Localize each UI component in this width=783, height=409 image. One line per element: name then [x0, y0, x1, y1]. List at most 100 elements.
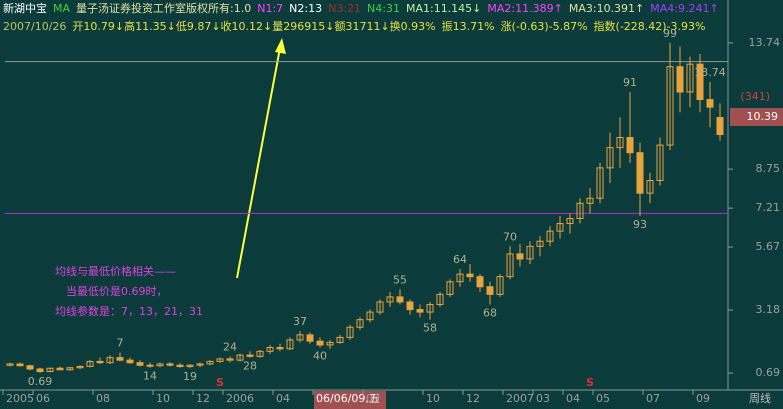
annotation: 93: [633, 218, 647, 231]
candle-body: [636, 152, 644, 194]
candle-body: [126, 359, 134, 364]
period-label: 周线: [749, 391, 771, 405]
annotation: 7: [117, 337, 124, 350]
candle-body: [586, 197, 594, 204]
annotation: 14: [143, 370, 157, 383]
candle-body: [266, 346, 274, 352]
candle-body: [626, 137, 634, 154]
x-tick-label: 03: [536, 392, 550, 405]
candle-body: [346, 326, 354, 338]
annotation: 99: [663, 27, 677, 40]
annotation: 91: [623, 76, 637, 89]
candle-body: [466, 273, 474, 278]
candle-body: [616, 137, 624, 149]
candle-body: [236, 354, 244, 361]
header-text: 量子汤证券投资工作室版权所有:1.0: [76, 1, 251, 15]
candle-body: [516, 253, 524, 260]
annotation: 24: [223, 340, 237, 353]
candle-body: [486, 286, 494, 295]
candle-body: [566, 217, 574, 225]
y-tick-label: 0.69: [756, 366, 781, 379]
candle-body: [556, 223, 564, 232]
note: 当最低价是0.69时，: [66, 284, 168, 298]
candle-body: [66, 367, 74, 371]
count-marker: (341): [740, 90, 770, 103]
header-text: MA4:9.241↑: [650, 2, 718, 15]
annotation: 13.74: [694, 66, 726, 79]
candle-body: [106, 357, 114, 364]
candle-body: [536, 240, 544, 247]
y-tick-label: 5.67: [756, 240, 781, 253]
candle-body: [596, 167, 604, 199]
candle-body: [36, 368, 44, 373]
candle-body: [676, 66, 684, 93]
candle-body: [426, 303, 434, 313]
candle-body: [136, 362, 144, 366]
x-tick-label: 2007: [506, 392, 534, 405]
header-text: MA2:11.389↑: [487, 2, 562, 15]
x-tick-label: 12: [196, 392, 210, 405]
candle-body: [696, 63, 704, 101]
annotation: 40: [313, 349, 327, 362]
header-text: 振13.71%: [442, 19, 495, 33]
candle-body: [316, 340, 324, 346]
y-tick-label: 13.74: [749, 36, 781, 49]
header-text: MA3:10.391↑: [569, 2, 644, 15]
annotation: 68: [483, 306, 497, 319]
arrow: [236, 47, 281, 279]
header-text: 涨(-0.63)-5.87%: [501, 20, 588, 33]
candle-body: [176, 364, 184, 367]
annotation: 0.69: [28, 375, 53, 388]
header-text: N1:7: [257, 2, 283, 15]
annotation: 64: [453, 253, 467, 266]
candle-body: [326, 341, 334, 346]
candle-body: [156, 363, 164, 367]
x-tick-label: 09: [366, 392, 380, 405]
candle-body: [196, 363, 204, 366]
header-text: MA1:11.145↓: [406, 2, 481, 15]
candle-body: [286, 339, 294, 350]
candle-body: [356, 319, 364, 328]
note: 均线与最低价格相关——: [55, 264, 176, 278]
candle-body: [276, 346, 284, 350]
cursor-label-bg: [314, 391, 386, 409]
candle-body: [306, 334, 314, 342]
annotation: 58: [423, 322, 437, 335]
candle-body: [256, 350, 264, 357]
x-tick-label: 06: [36, 392, 50, 405]
candle-body: [606, 147, 614, 169]
annotation: 37: [293, 315, 307, 328]
y-tick-label: 3.18: [756, 303, 781, 316]
header-text: 指数(-228.42)-3.93%: [594, 19, 706, 33]
candle-body: [396, 296, 404, 303]
candle-body: [576, 202, 584, 219]
candle-body: [96, 360, 104, 364]
candle-body: [16, 363, 24, 367]
header-text: MA: [53, 2, 70, 15]
candle-body: [446, 281, 454, 295]
candle-body: [386, 296, 394, 303]
arrow-head: [275, 38, 286, 54]
header-text: N4:31: [367, 2, 400, 15]
annotation: 19: [183, 370, 197, 383]
header-text: 新湖中宝: [3, 1, 47, 15]
candle-body: [456, 273, 464, 283]
candle-body: [216, 358, 224, 362]
header-text: N2:13: [289, 2, 322, 15]
x-tick-label: 07: [646, 392, 660, 405]
candle-body: [366, 311, 374, 321]
candle-body: [476, 276, 484, 288]
x-tick-label: 10: [156, 392, 170, 405]
price-marker-bg: [730, 108, 783, 126]
y-tick-label: 8.75: [756, 162, 781, 175]
candle-body: [686, 63, 694, 93]
candle-body: [146, 364, 154, 367]
candle-body: [56, 367, 64, 371]
price-marker: 10.39: [747, 110, 779, 123]
candle-body: [296, 334, 304, 341]
candle-body: [46, 367, 54, 373]
candle-body: [376, 301, 384, 313]
header-text: 开10.79↓高11.35↓低9.87↓收10.12↓量296915↓额3171…: [72, 19, 435, 33]
candle-body: [336, 336, 344, 343]
